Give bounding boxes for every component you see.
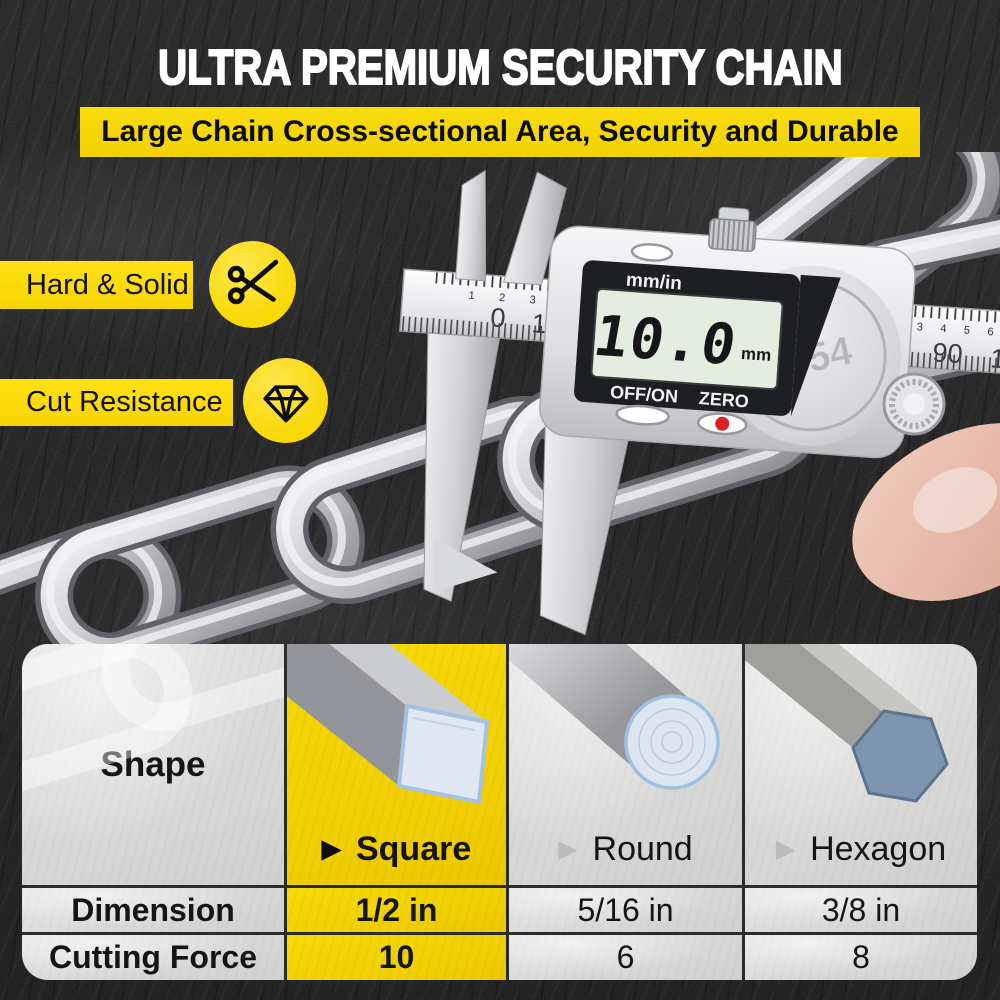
ghost-chain-overlay [22,644,284,809]
square-bar-image [287,644,490,805]
round-marker-arrow: ▶ [558,834,578,863]
table-cell-dimension-header: Dimension [22,888,284,932]
round-label-row: ▶ Round [509,813,742,885]
table-cell-force-round: 6 [509,935,742,980]
dimension-round-value: 5/16 in [577,891,674,928]
page-title: ULTRA PREMIUM SECURITY CHAIN [0,40,1000,96]
subtitle-banner: Large Chain Cross-sectional Area, Securi… [80,107,920,157]
shape-row-header: Shape [100,744,206,784]
cutting-force-row-header: Cutting Force [49,939,257,975]
badge-hard-solid-label: Hard & Solid [0,261,193,309]
product-photo-scene: 1 2 3 4 0 10 1 2 3 4 5 6 7 80 90 10 IP54… [0,152,1000,650]
page-title-text: ULTRA PREMIUM SECURITY CHAIN [157,40,843,96]
hand-thumb [852,372,1000,601]
table-cell-square: ▶ Square [287,644,506,885]
hexagon-label: Hexagon [810,829,947,868]
caliper-thumb-screw [707,218,757,252]
table-cell-dimension-hexagon: 3/8 in [745,888,977,932]
round-label: Round [592,829,693,868]
caliper-upper-jaw-sliding [502,171,567,286]
table-cell-force-hexagon: 8 [745,935,977,980]
lcd-screen [590,288,784,391]
force-hexagon-value: 8 [852,939,870,975]
table-cell-force-square: 10 [287,935,506,980]
badge-cut-resistance: Cut Resistance [0,358,340,509]
square-marker-arrow: ▶ [321,834,341,863]
comparison-table: Shape ▶ Square ▶ Round [22,644,977,980]
table-cell-cutting-force-header: Cutting Force [22,935,284,980]
lcd-bezel-slant [790,274,841,417]
caliper-top-button [630,243,674,262]
zero-button-label: ZERO [698,388,749,411]
off-on-button [615,404,670,426]
badge-hard-solid: Hard & Solid [0,241,300,391]
table-cell-dimension-square: 1/2 in [287,888,506,932]
lcd-value: 10.0 [589,304,743,378]
digital-caliper: 1 2 3 4 0 10 1 2 3 4 5 6 7 80 90 10 IP54… [399,169,1000,636]
table-cell-round: ▶ Round [509,644,742,885]
table-cell-shape-header: Shape [22,644,284,885]
ruler-left-mm-ticks [399,316,571,343]
subtitle-text: Large Chain Cross-sectional Area, Securi… [101,115,899,148]
lcd-reading: 10.0 [589,304,743,378]
round-bar-image [509,644,720,790]
lcd-unit-label: mm [740,344,771,365]
caliper-jaw-spur [433,537,498,593]
scissors-icon [209,241,296,328]
badge-cut-resistance-label: Cut Resistance [0,379,233,426]
dimension-row-header: Dimension [71,891,235,928]
hexagon-bar-image [745,644,949,803]
thumb-nail [912,467,998,533]
table-cell-dimension-round: 5/16 in [509,888,742,932]
force-round-value: 6 [616,939,635,975]
diamond-icon [243,358,328,443]
zero-button-red-dot [715,416,730,431]
square-label-row: ▶ Square [287,813,506,885]
off-on-button-label: OFF/ON [609,382,678,407]
dimension-hexagon-value: 3/8 in [821,891,901,928]
force-square-value: 10 [378,939,415,975]
hexagon-label-row: ▶ Hexagon [745,813,977,885]
dimension-square-value: 1/2 in [355,891,438,928]
hexagon-marker-arrow: ▶ [775,834,796,863]
table-cell-hexagon: ▶ Hexagon [745,644,977,885]
square-label: Square [355,829,472,868]
caliper-lower-jaw-fixed [423,332,501,602]
caliper-upper-jaw-fixed [455,169,487,282]
